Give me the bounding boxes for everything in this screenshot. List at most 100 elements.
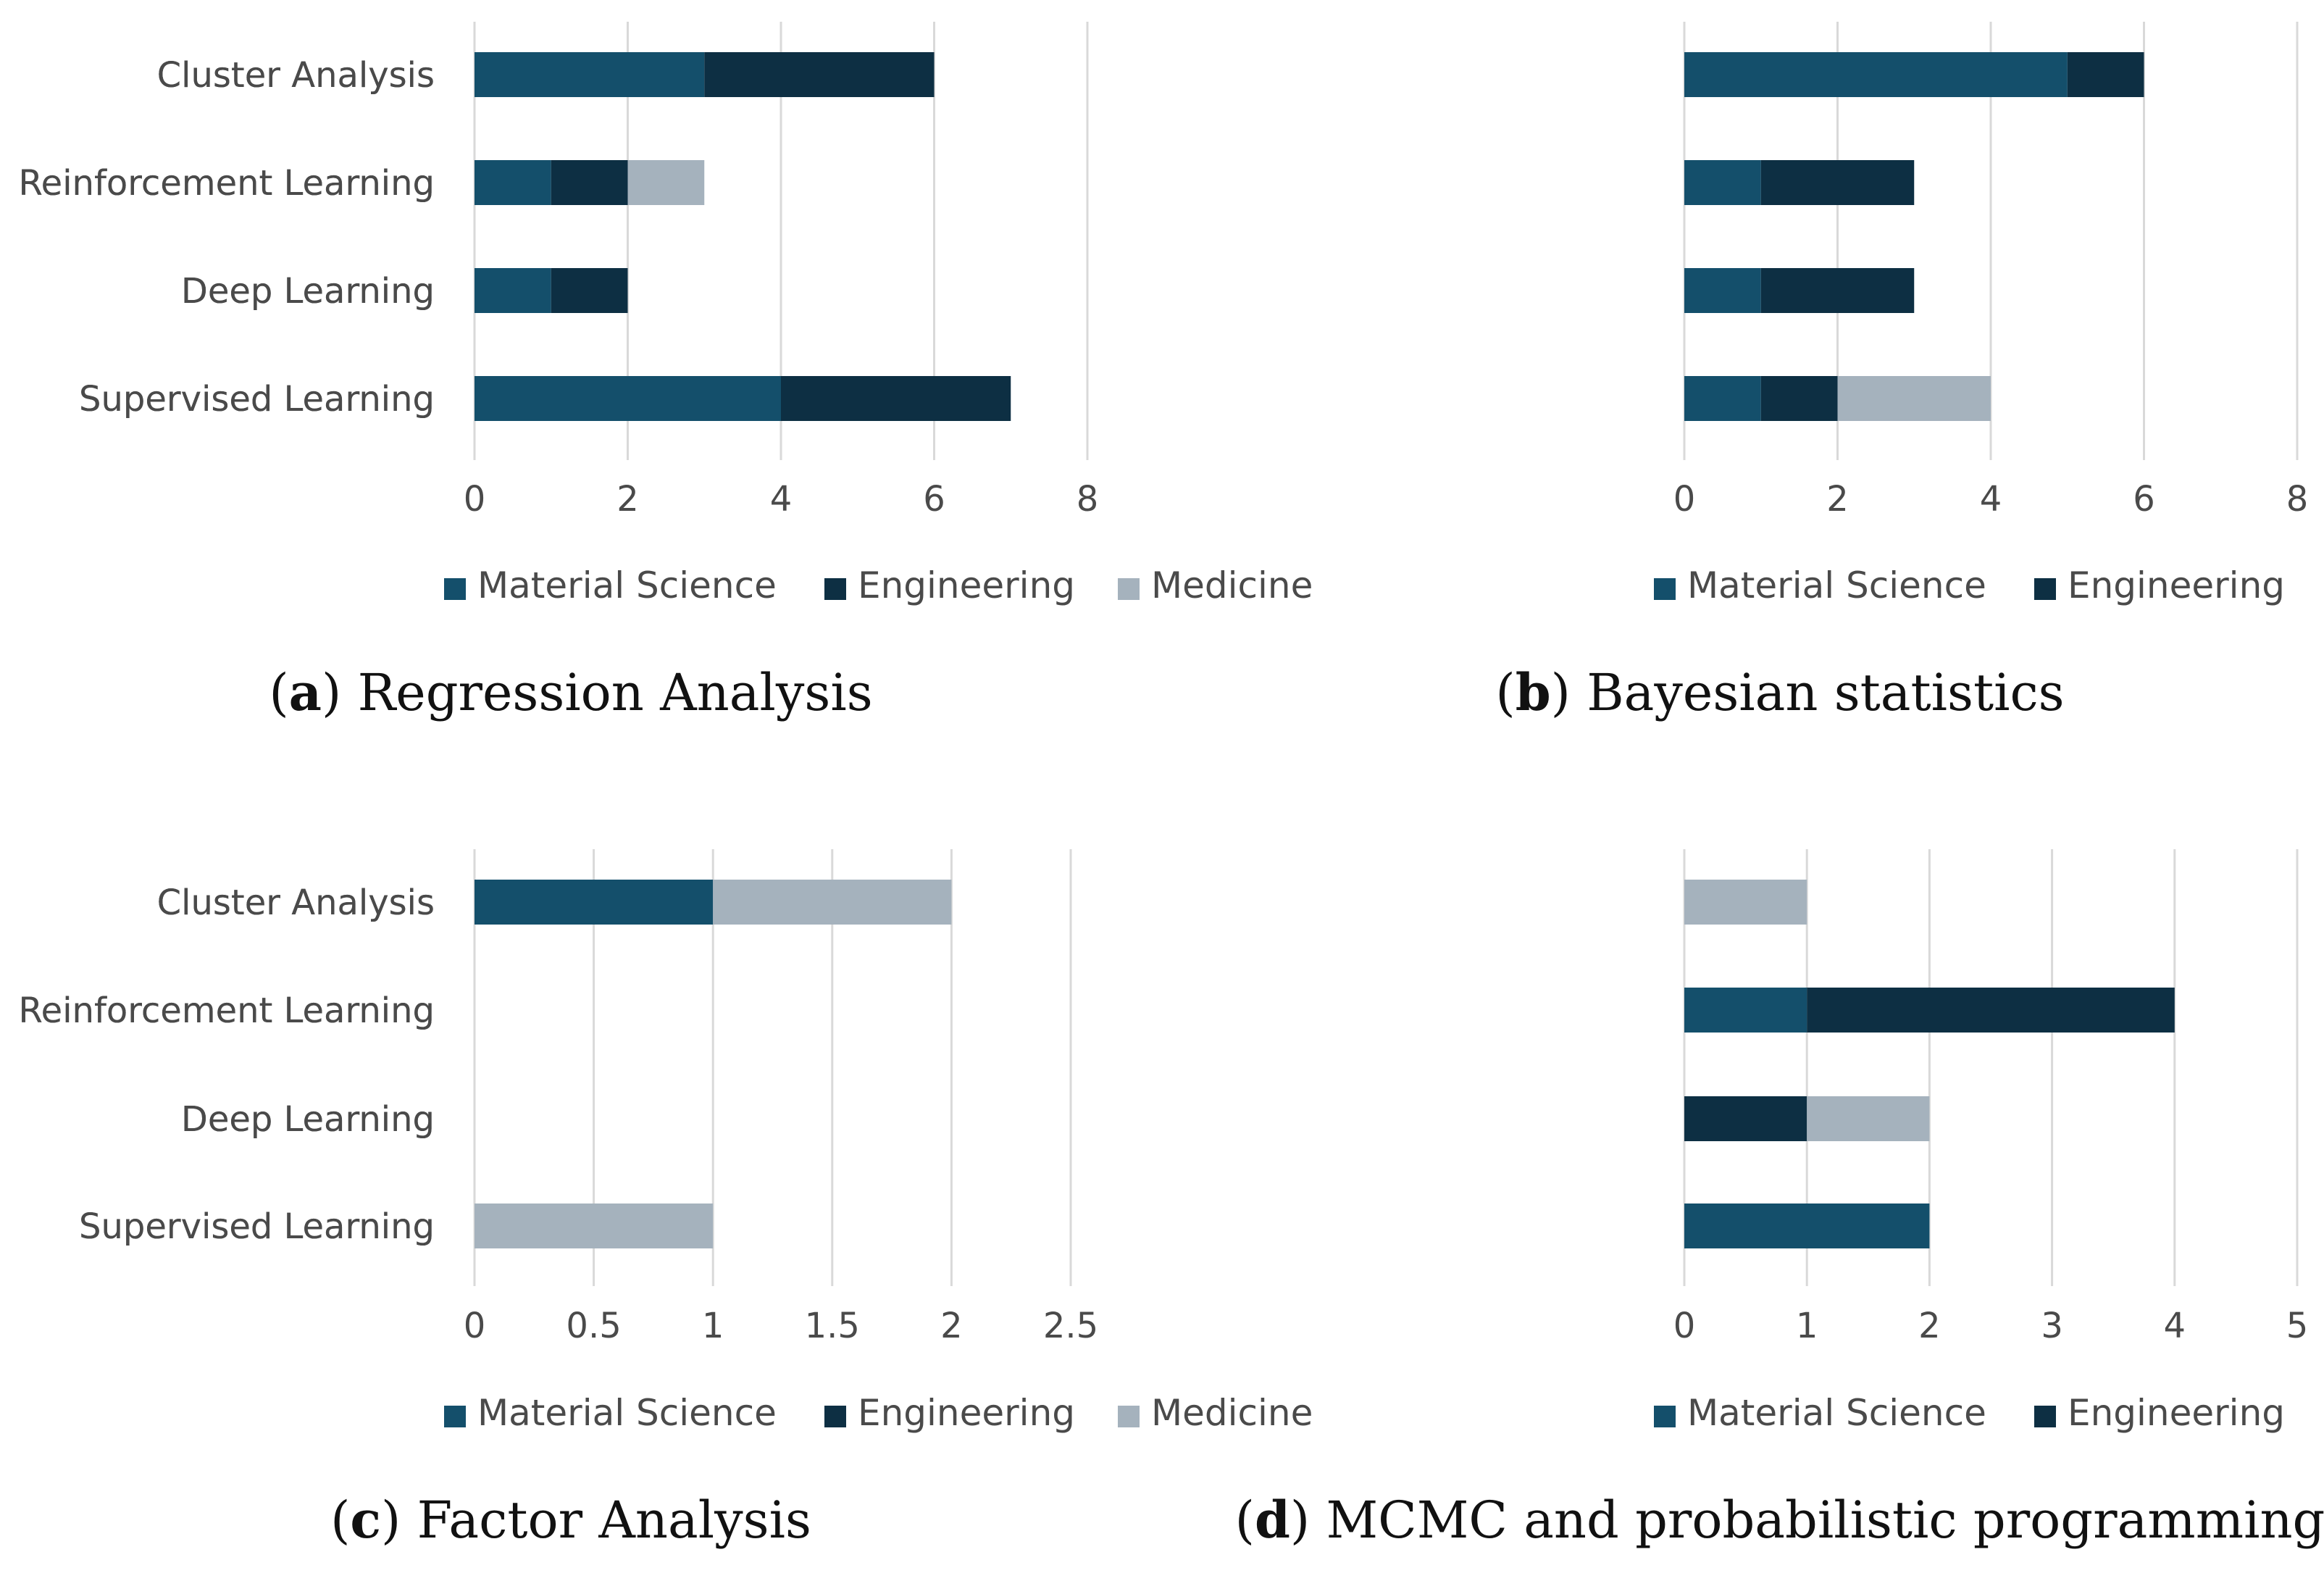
bar-engineering bbox=[2067, 52, 2144, 97]
bar-material-science bbox=[475, 376, 781, 421]
chart-panel-b: 0 2 4 6 8 Cluster Analysis Reinforcement Learn… bbox=[18, 22, 2309, 722]
x-tick-label: 0 bbox=[464, 1306, 486, 1346]
bar-material-science bbox=[1684, 988, 1807, 1033]
category-label: Deep Learning bbox=[181, 1099, 435, 1140]
caption-text: Regression Analysis bbox=[358, 663, 873, 722]
x-tick-label: 5 bbox=[2286, 1306, 2309, 1346]
material-science-legend-swatch bbox=[1654, 578, 1676, 600]
category-label: Cluster Analysis bbox=[157, 55, 435, 96]
legend-label: Material Science bbox=[477, 564, 777, 606]
caption-paren: ) bbox=[381, 1490, 417, 1550]
chart-panel-c: 0 0.5 1 1.5 2 2.5 Cluster Analysis Reinforcemen… bbox=[18, 849, 1313, 1550]
engineering-legend-swatch bbox=[824, 578, 846, 600]
caption-text: MCMC and probabilistic programming bbox=[1326, 1490, 2324, 1550]
legend-label: Material Science bbox=[1687, 564, 1986, 606]
bar-medicine bbox=[475, 1204, 714, 1248]
material-science-legend-swatch bbox=[444, 578, 466, 600]
caption-text: Bayesian statistics bbox=[1587, 663, 2064, 722]
bar-engineering bbox=[1760, 376, 1838, 421]
x-tick-label: 0 bbox=[1673, 1306, 1696, 1346]
engineering-legend-swatch bbox=[2034, 1406, 2056, 1427]
category-label: Supervised Learning bbox=[79, 1206, 435, 1247]
bar-engineering bbox=[1760, 268, 1915, 313]
x-tick-label: 1.5 bbox=[805, 1306, 860, 1346]
engineering-legend-swatch bbox=[2034, 578, 2056, 600]
x-tick-label: 8 bbox=[1077, 479, 1099, 520]
caption-letter: b bbox=[1516, 662, 1551, 722]
x-tick-label: 3 bbox=[2041, 1306, 2063, 1346]
x-tick-label: 6 bbox=[923, 479, 945, 520]
bar-material-science bbox=[475, 52, 705, 97]
category-label: Cluster Analysis bbox=[157, 883, 435, 923]
category-label: Supervised Learning bbox=[79, 379, 435, 420]
legend-label: Engineering bbox=[858, 1392, 1075, 1434]
x-tick-label: 2 bbox=[616, 479, 639, 520]
caption-paren: ) bbox=[1551, 663, 1587, 722]
bar-material-science bbox=[1684, 268, 1761, 313]
legend-label: Medicine bbox=[1151, 564, 1313, 606]
caption-letter: d bbox=[1255, 1490, 1290, 1550]
legend-label: Material Science bbox=[477, 1392, 777, 1434]
x-tick-label: 0 bbox=[464, 479, 486, 520]
chart-panel-d: 0 1 2 3 4 5 Cluster Analysis Reinforcement Lear… bbox=[18, 849, 2324, 1550]
x-tick-label: 2 bbox=[940, 1306, 963, 1346]
category-label: Supervised Learning bbox=[79, 379, 435, 420]
caption-paren: ( bbox=[1235, 1490, 1255, 1550]
bar-engineering bbox=[704, 52, 935, 97]
chart-caption: (a) Regression Analysis bbox=[269, 662, 872, 722]
material-science-legend-swatch bbox=[444, 1406, 466, 1427]
bar-engineering bbox=[551, 160, 628, 205]
chart-caption: (c) Factor Analysis bbox=[330, 1490, 811, 1550]
x-tick-label: 4 bbox=[770, 479, 793, 520]
caption-paren: ( bbox=[1495, 663, 1515, 722]
legend-label: Engineering bbox=[2068, 564, 2285, 606]
caption-paren: ( bbox=[330, 1490, 350, 1550]
caption-paren: ) bbox=[322, 663, 358, 722]
bar-engineering bbox=[1807, 988, 2175, 1033]
x-tick-label: 1 bbox=[1796, 1306, 1818, 1346]
caption-paren: ) bbox=[1290, 1490, 1326, 1550]
bar-material-science bbox=[475, 268, 551, 313]
category-label: Reinforcement Learning bbox=[18, 163, 435, 204]
x-tick-label: 2 bbox=[1918, 1306, 1941, 1346]
caption-paren: ( bbox=[269, 663, 288, 722]
legend: Material Science Engineering Medicine bbox=[444, 1392, 1313, 1434]
bar-medicine bbox=[1807, 1096, 1930, 1141]
x-tick-label: 1 bbox=[702, 1306, 724, 1346]
x-tick-label: 4 bbox=[1980, 479, 2002, 520]
bar-engineering bbox=[1684, 1096, 1807, 1141]
legend-label: Material Science bbox=[1687, 1392, 1986, 1434]
bar-material-science bbox=[1684, 52, 2068, 97]
category-label: Deep Learning bbox=[181, 271, 435, 312]
category-label: Deep Learning bbox=[181, 1099, 435, 1140]
chart-panel-a: 0 2 4 6 8 Cluster Analysis Reinforcement Learn… bbox=[18, 22, 1313, 722]
chart-caption: (b) Bayesian statistics bbox=[1495, 662, 2064, 722]
medicine-legend-swatch bbox=[1118, 578, 1140, 600]
chart-caption: (d) MCMC and probabilistic programming bbox=[1235, 1490, 2324, 1550]
x-tick-label: 0.5 bbox=[566, 1306, 621, 1346]
legend-label: Medicine bbox=[1151, 1392, 1313, 1434]
category-label: Cluster Analysis bbox=[157, 55, 435, 96]
bar-engineering bbox=[1760, 160, 1915, 205]
x-tick-label: 2.5 bbox=[1043, 1306, 1098, 1346]
bar-engineering bbox=[781, 376, 1011, 421]
x-tick-label: 2 bbox=[1826, 479, 1849, 520]
bar-material-science bbox=[1684, 376, 1761, 421]
x-tick-label: 6 bbox=[2133, 479, 2155, 520]
category-label: Supervised Learning bbox=[79, 1206, 435, 1247]
category-label: Reinforcement Learning bbox=[18, 990, 435, 1031]
bar-medicine bbox=[627, 160, 705, 205]
category-label: Deep Learning bbox=[181, 271, 435, 312]
legend-label: Engineering bbox=[858, 564, 1075, 606]
x-tick-label: 8 bbox=[2286, 479, 2309, 520]
bar-material-science bbox=[1684, 160, 1761, 205]
bar-medicine bbox=[1837, 376, 1991, 421]
material-science-legend-swatch bbox=[1654, 1406, 1676, 1427]
engineering-legend-swatch bbox=[824, 1406, 846, 1427]
caption-text: Factor Analysis bbox=[417, 1490, 811, 1550]
category-label: Cluster Analysis bbox=[157, 883, 435, 923]
bar-engineering bbox=[551, 268, 628, 313]
